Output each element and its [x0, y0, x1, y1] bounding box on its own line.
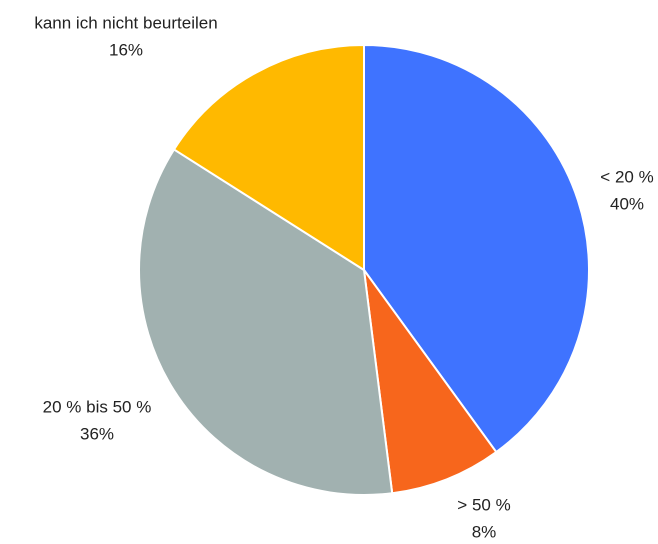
pie-slice	[172, 43, 365, 272]
slice-value-label: 16%	[109, 40, 143, 59]
slice-value-label: 40%	[610, 194, 644, 213]
slice-value-label: 8%	[472, 522, 497, 541]
pie-slice	[138, 148, 394, 496]
slice-value-label: 36%	[80, 424, 114, 443]
slice-category-label: < 20 %	[600, 167, 653, 186]
pie-slice	[363, 269, 498, 495]
slice-category-label: > 50 %	[457, 495, 510, 514]
slice-category-label: 20 % bis 50 %	[43, 397, 152, 416]
pie-slice	[363, 43, 590, 454]
slice-category-label: kann ich nicht beurteilen	[34, 13, 217, 32]
